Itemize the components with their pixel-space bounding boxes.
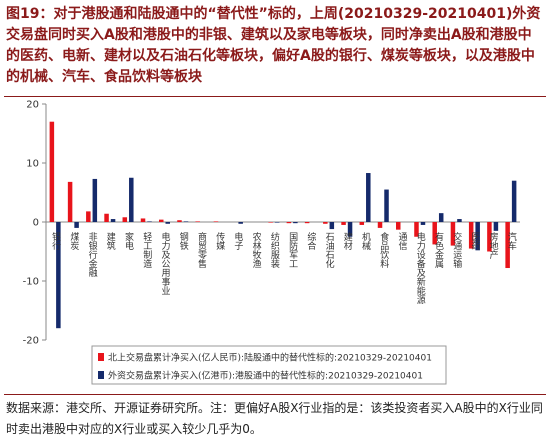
divider	[4, 394, 546, 395]
x-tick-label: 纺织服装	[269, 231, 280, 269]
bar	[359, 222, 365, 225]
bar	[450, 222, 456, 246]
bar	[183, 221, 189, 222]
bar	[129, 177, 134, 222]
y-tick-label: -10	[23, 277, 39, 288]
x-tick-label: 医药	[469, 232, 480, 251]
bar	[457, 219, 462, 222]
bar	[366, 173, 371, 222]
bar	[110, 219, 116, 222]
legend-label: 北上交易盘累计净买入(亿人民币):陆股通中的替代性标的:20210329-202…	[108, 352, 432, 364]
y-tick-label: 20	[26, 100, 39, 111]
x-tick-label: 石油石化	[324, 232, 335, 269]
bar	[475, 222, 480, 251]
y-tick-label: -20	[23, 336, 39, 347]
x-tick-label: 汽车	[506, 231, 517, 251]
x-tick-label: 机械	[360, 231, 371, 251]
bar	[347, 222, 353, 237]
x-tick-label: 通信	[397, 232, 408, 251]
x-tick-label: 电力及公用事业	[160, 231, 171, 295]
x-tick-label: 综合	[305, 231, 316, 251]
bar	[49, 121, 55, 222]
x-tick-label: 国防军工	[287, 232, 298, 268]
legend-swatch	[98, 353, 104, 361]
y-tick-label: 0	[33, 218, 39, 229]
x-tick-label: 商贸零售	[196, 231, 207, 269]
x-tick-label: 农林牧渔	[251, 231, 262, 268]
bar	[341, 222, 346, 225]
bar	[377, 222, 383, 228]
legend-label: 外资交易盘累计净买入(亿港币):港股通中的替代性标的:20210329-2021…	[108, 370, 423, 382]
bar	[384, 189, 389, 222]
bar	[396, 222, 401, 230]
x-tick-label: 建筑	[105, 231, 116, 251]
x-tick-label: 传媒	[214, 231, 225, 251]
bar	[274, 222, 280, 223]
x-tick-label: 钢铁	[178, 231, 189, 251]
x-tick-label: 交通运输	[451, 231, 462, 269]
bar	[92, 178, 98, 222]
x-tick-label: 有色金属	[433, 231, 444, 269]
bar	[165, 222, 170, 224]
bar	[195, 221, 200, 222]
x-tick-label: 房地产	[488, 231, 499, 260]
source-note: 数据来源：港交所、开源证券研究所。注：更偏好A股X行业指的是：该类投资者买入A股…	[6, 401, 543, 436]
bar	[511, 180, 517, 222]
legend-swatch	[98, 371, 104, 379]
x-tick-label: 电力设备及新能源	[415, 231, 426, 305]
chart-title: 图19：对于港股通和陆股通中的“替代性”标的，上周(20210329-20210…	[6, 6, 541, 85]
bar	[56, 222, 61, 329]
bar	[147, 221, 152, 222]
bar	[268, 222, 273, 223]
bar	[122, 217, 128, 222]
bar	[505, 222, 510, 269]
bar	[414, 222, 419, 237]
bar	[432, 222, 437, 245]
bar	[487, 222, 492, 252]
x-tick-label: 煤炭	[68, 231, 79, 251]
x-tick-label: 建材	[342, 231, 353, 250]
x-tick-label: 电子	[232, 231, 243, 250]
x-tick-label: 银行	[50, 231, 61, 251]
bar	[323, 222, 328, 224]
bar	[104, 213, 109, 222]
bar	[213, 221, 219, 222]
y-tick-label: 10	[26, 159, 39, 170]
bar	[140, 218, 146, 222]
x-tick-label: 家电	[123, 231, 134, 250]
bar	[286, 222, 292, 224]
chart: -20 -10 0 10 20 银行 煤炭 非银行金融 建筑 家电 轻工制造 电力及公用事业 钢铁 商贸零…	[23, 100, 520, 385]
bar	[438, 213, 444, 222]
bar	[177, 220, 182, 222]
bar	[420, 222, 426, 225]
x-tick-label: 非银行金融	[87, 231, 98, 278]
bar	[329, 222, 335, 230]
bar	[493, 222, 499, 231]
bar	[293, 222, 298, 224]
legend-box	[91, 345, 447, 385]
bar	[304, 222, 310, 224]
divider	[4, 96, 546, 97]
bar	[159, 219, 164, 222]
bar	[468, 222, 474, 249]
bar	[67, 181, 73, 222]
bar	[238, 222, 243, 224]
x-tick-label: 食品饮料	[378, 231, 389, 269]
bar	[74, 222, 79, 228]
bar	[86, 211, 91, 222]
x-tick-label: 轻工制造	[141, 231, 152, 269]
